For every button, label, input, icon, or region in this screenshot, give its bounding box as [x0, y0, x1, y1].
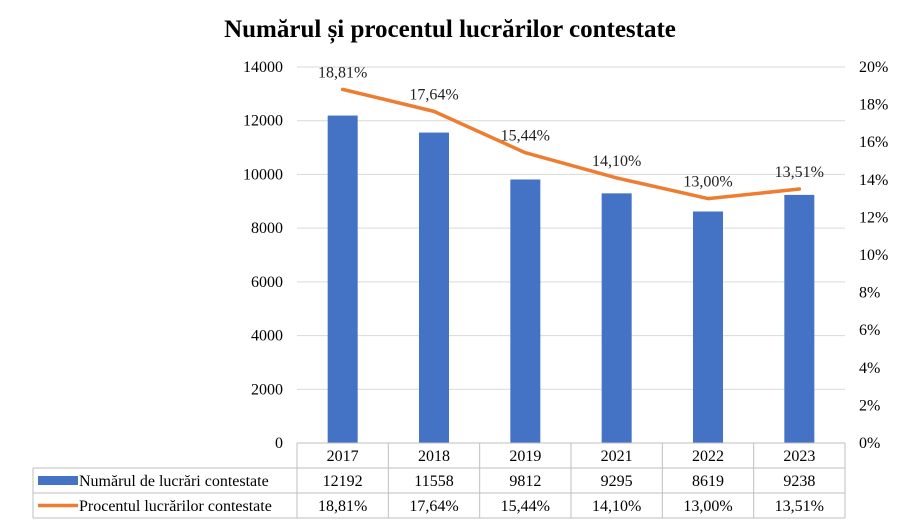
table-cell-percent: 13,51%	[775, 498, 824, 515]
bar-series	[327, 115, 815, 444]
table-cell-count: 9295	[601, 473, 633, 490]
table-cell-count: 12192	[323, 473, 363, 490]
category-label: 2017	[327, 448, 359, 465]
right-axis-tick-label: 16%	[859, 134, 888, 151]
left-axis-tick-label: 2000	[251, 381, 283, 398]
left-axis-tick-label: 6000	[251, 274, 283, 291]
right-axis-tick-label: 0%	[859, 435, 880, 452]
table-cell-percent: 17,64%	[409, 498, 458, 515]
table-cell-count: 9812	[509, 473, 541, 490]
right-axis-tick-label: 10%	[859, 247, 888, 264]
bar	[327, 115, 358, 444]
category-label: 2018	[418, 448, 450, 465]
line-point	[615, 176, 619, 180]
right-axis-tick-label: 4%	[859, 360, 880, 377]
bar	[601, 193, 632, 443]
right-axis-tick-label: 6%	[859, 322, 880, 339]
table-cell-percent: 15,44%	[501, 498, 550, 515]
right-axis-tick-label: 18%	[859, 97, 888, 114]
data-labels: 18,81% 17,64% 15,44% 14,10% 13,00% 13,51%	[318, 64, 824, 190]
line-series	[340, 87, 802, 201]
bar	[784, 194, 815, 443]
gridlines	[297, 66, 845, 390]
left-axis-tick-label: 4000	[251, 328, 283, 345]
data-table: 2017 2018 2019 2021 2022 2023 Numărul de lucră…	[32, 442, 846, 519]
line-data-label: 13,51%	[775, 164, 824, 181]
category-label: 2021	[601, 448, 633, 465]
table-cell-count: 11558	[414, 473, 453, 490]
left-axis-tick-label: 14000	[243, 59, 283, 76]
category-label: 2019	[509, 448, 541, 465]
table-cell-percent: 13,00%	[683, 498, 732, 515]
bar	[693, 211, 723, 443]
table-cell-percent: 14,10%	[592, 498, 641, 515]
bar	[419, 132, 449, 443]
left-axis-ticks: 0 2000 4000 6000 8000 10000 12000 14000	[243, 59, 283, 452]
line-data-label: 13,00%	[683, 174, 732, 191]
line-data-label: 17,64%	[409, 86, 458, 103]
category-label: 2022	[692, 448, 724, 465]
right-axis-tick-label: 2%	[859, 397, 880, 414]
right-axis-tick-label: 12%	[859, 209, 888, 226]
category-label: 2023	[783, 448, 815, 465]
line-path	[340, 87, 802, 201]
table-cell-count: 9238	[783, 473, 815, 490]
right-axis-ticks: 0% 2% 4% 6% 8% 10% 12% 14% 16% 18% 20%	[859, 59, 888, 452]
right-axis-tick-label: 8%	[859, 285, 880, 302]
left-axis-tick-label: 8000	[251, 220, 283, 237]
line-point	[523, 151, 527, 155]
bar	[510, 179, 541, 443]
right-axis-tick-label: 20%	[859, 59, 888, 76]
series-name-line: Procentul lucrărilor contestate	[79, 498, 272, 515]
line-point	[432, 109, 436, 113]
line-point	[341, 87, 345, 91]
series-name-bars: Numărul de lucrări contestate	[79, 473, 269, 490]
line-data-label: 18,81%	[318, 64, 367, 81]
table-cell-percent: 18,81%	[318, 498, 367, 515]
right-axis-tick-label: 14%	[859, 172, 888, 189]
line-data-label: 14,10%	[592, 153, 641, 170]
left-axis-tick-label: 0	[275, 435, 283, 452]
left-axis-tick-label: 12000	[243, 113, 283, 130]
line-point	[797, 187, 801, 191]
left-axis-tick-label: 10000	[243, 166, 283, 183]
chart-title: Numărul și procentul lucrărilor contesta…	[224, 16, 676, 44]
line-point	[706, 197, 710, 201]
table-cell-count: 8619	[692, 473, 724, 490]
line-data-label: 15,44%	[501, 128, 550, 145]
legend-key-bars	[38, 476, 78, 485]
